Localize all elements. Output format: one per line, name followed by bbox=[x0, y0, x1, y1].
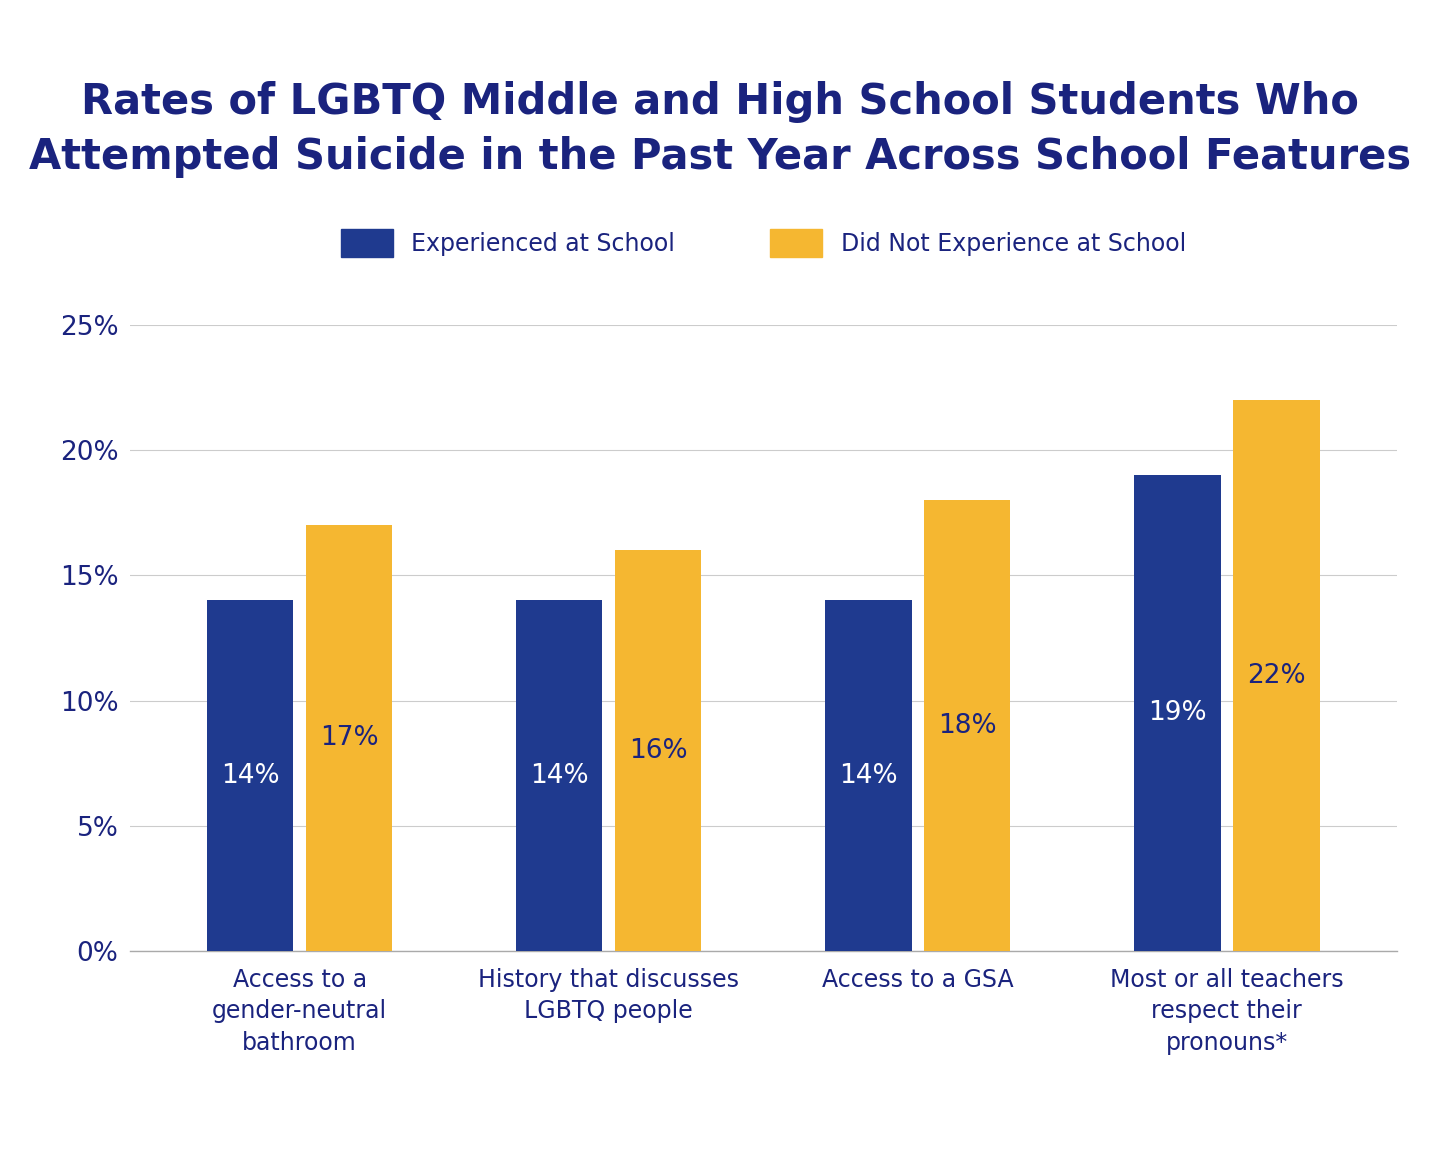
Bar bbox=[924, 500, 1011, 951]
Bar bbox=[825, 601, 912, 951]
Bar bbox=[1135, 476, 1221, 951]
Text: 14%: 14% bbox=[840, 763, 897, 789]
Text: 14%: 14% bbox=[530, 763, 589, 789]
Text: 16%: 16% bbox=[629, 738, 687, 763]
Text: 19%: 19% bbox=[1148, 701, 1207, 726]
Bar bbox=[1233, 400, 1319, 951]
Bar bbox=[207, 601, 294, 951]
Bar bbox=[615, 550, 701, 951]
Text: 22%: 22% bbox=[1247, 662, 1306, 689]
Bar bbox=[305, 525, 392, 951]
Legend: Experienced at School, Did Not Experience at School: Experienced at School, Did Not Experienc… bbox=[328, 218, 1198, 268]
Text: 14%: 14% bbox=[220, 763, 279, 789]
Bar bbox=[516, 601, 602, 951]
Text: 18%: 18% bbox=[937, 712, 996, 739]
Text: 17%: 17% bbox=[320, 725, 379, 752]
Text: Rates of LGBTQ Middle and High School Students Who
Attempted Suicide in the Past: Rates of LGBTQ Middle and High School St… bbox=[29, 81, 1411, 179]
